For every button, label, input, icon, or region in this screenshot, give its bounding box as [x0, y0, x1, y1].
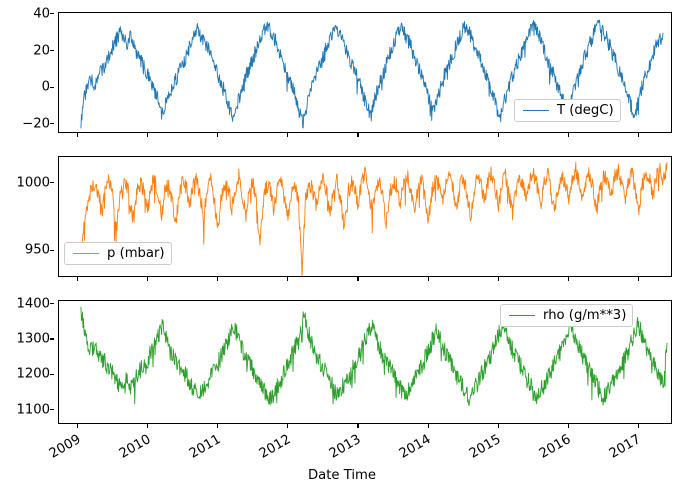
y-tick-label: 1400	[16, 295, 50, 311]
y-tick-label: 950	[24, 242, 50, 258]
y-tick-label: 1300	[16, 331, 50, 347]
y-tick-label: 20	[33, 42, 50, 58]
x-tick-mark	[217, 424, 219, 429]
y-tick-label: 1000	[16, 175, 50, 191]
x-tick-mark	[287, 133, 289, 138]
x-tick-mark	[497, 277, 499, 282]
y-tick-mark	[50, 249, 55, 251]
legend-line-swatch-pressure	[73, 253, 99, 254]
x-tick-mark	[637, 133, 639, 138]
x-tick-mark	[287, 424, 289, 429]
x-tick-label: 2012	[256, 432, 294, 462]
x-tick-mark	[567, 424, 569, 429]
x-tick-label: 2010	[116, 432, 154, 462]
x-tick-mark	[427, 424, 429, 429]
x-tick-mark	[567, 133, 569, 138]
x-axis-label: Date Time	[308, 468, 376, 483]
y-tick-label: 40	[33, 6, 50, 22]
legend-pressure[interactable]: p (mbar)	[64, 242, 172, 265]
x-tick-label: 2009	[46, 432, 84, 462]
x-tick-label: 2017	[607, 432, 644, 462]
x-tick-mark	[147, 277, 149, 282]
y-tick-mark	[50, 50, 55, 52]
x-tick-mark	[497, 424, 499, 429]
x-tick-mark	[427, 277, 429, 282]
legend-line-swatch-density	[509, 315, 535, 316]
legend-line-swatch-temperature	[523, 110, 549, 111]
x-tick-mark	[77, 277, 79, 282]
y-tick-label: −20	[22, 116, 50, 132]
y-tick-mark	[50, 409, 55, 411]
x-tick-mark	[497, 133, 499, 138]
x-tick-mark	[147, 133, 149, 138]
y-tick-mark	[50, 303, 55, 305]
x-tick-mark	[217, 277, 219, 282]
legend-density[interactable]: rho (g/m**3)	[500, 304, 634, 327]
x-tick-mark	[77, 424, 79, 429]
data-line	[81, 162, 667, 276]
y-tick-mark	[50, 13, 55, 15]
y-tick-label: 1200	[16, 366, 50, 382]
x-tick-mark	[287, 277, 289, 282]
x-tick-label: 2013	[326, 432, 364, 462]
y-tick-label: 1100	[16, 402, 50, 418]
x-tick-mark	[357, 424, 359, 429]
x-tick-mark	[147, 424, 149, 429]
pressure-line-plot	[59, 157, 671, 276]
x-tick-label: 2014	[396, 432, 434, 462]
x-tick-mark	[357, 277, 359, 282]
legend-label-density: rho (g/m**3)	[543, 308, 627, 323]
x-tick-label: 2011	[186, 432, 224, 462]
y-axis-temperature: 40 20 0 −20	[4, 7, 55, 133]
y-tick-mark	[50, 123, 55, 125]
x-tick-mark	[637, 277, 639, 282]
y-tick-mark	[50, 338, 55, 340]
y-tick-label: 0	[41, 79, 50, 95]
x-tick-label: 2015	[467, 432, 504, 462]
legend-temperature[interactable]: T (degC)	[514, 99, 621, 122]
y-tick-mark	[50, 182, 55, 184]
x-tick-label: 2016	[537, 432, 574, 462]
y-axis-pressure: 1000 950	[4, 156, 55, 277]
x-tick-mark	[217, 133, 219, 138]
legend-label-temperature: T (degC)	[557, 103, 614, 118]
y-axis-density: 1400 1300 1200 1100	[4, 295, 55, 424]
y-tick-mark	[50, 86, 55, 88]
x-axis-tick-labels: 2009 2010 2011 2012 2013 2014 2015 2016 2017	[0, 0, 684, 462]
x-tick-mark	[637, 424, 639, 429]
y-tick-mark	[50, 373, 55, 375]
x-tick-mark	[567, 277, 569, 282]
x-tick-mark	[77, 133, 79, 138]
legend-label-pressure: p (mbar)	[107, 246, 165, 261]
x-tick-mark	[357, 133, 359, 138]
x-tick-mark	[427, 133, 429, 138]
